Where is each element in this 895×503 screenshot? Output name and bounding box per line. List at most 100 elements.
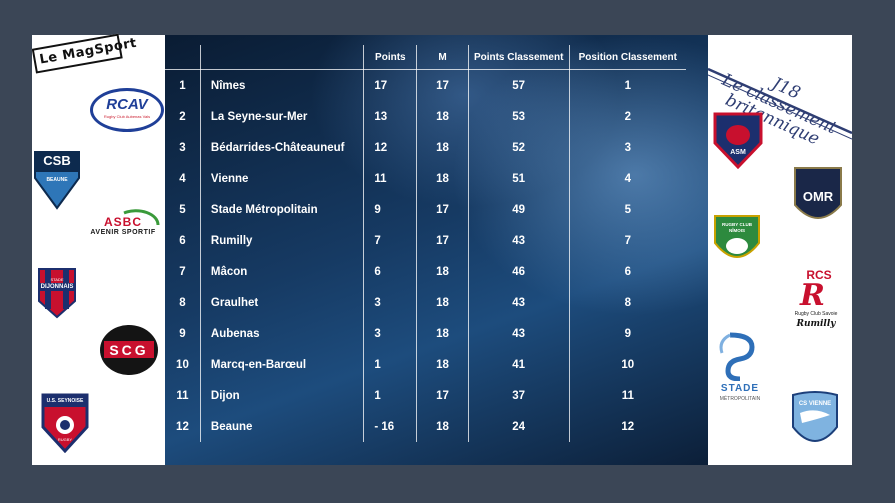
- cell-rank: 10: [165, 349, 201, 380]
- table-row: 8 Graulhet 3 18 43 8: [165, 287, 686, 318]
- cell-team: Marcq-en-Barœul: [200, 349, 365, 380]
- cell-points: 6: [363, 256, 418, 287]
- cell-points-classement: 53: [468, 101, 570, 132]
- asm-shield-icon: [713, 112, 763, 170]
- asbc-swoosh-icon: [123, 209, 160, 226]
- table-row: 10 Marcq-en-Barœul 1 18 41 10: [165, 349, 686, 380]
- csb-shield-icon: [34, 151, 80, 210]
- cell-position-classement: 7: [624, 234, 632, 247]
- cell-points-classement: 43: [468, 225, 570, 256]
- cell-team: Dijon: [200, 380, 365, 411]
- cell-points-classement: 37: [468, 380, 570, 411]
- cell-team: Mâcon: [200, 256, 365, 287]
- cell-team: Rumilly: [200, 225, 365, 256]
- cell-team: Stade Métropolitain: [200, 194, 365, 225]
- table-row: 11 Dijon 1 17 37 11: [165, 380, 686, 411]
- cell-points: 9: [363, 194, 418, 225]
- cell-points: 3: [363, 318, 418, 349]
- cell-position-classement: 12: [621, 420, 635, 433]
- header-matches: M: [416, 45, 469, 70]
- cell-matches: 18: [416, 101, 469, 132]
- cell-position-classement: 10: [621, 358, 635, 371]
- cell-points-classement: 43: [468, 287, 570, 318]
- stade-metropolitain-logo: STADE MÉTROPOLITAIN: [710, 331, 770, 407]
- cell-points: 12: [363, 132, 418, 163]
- cell-position-classement: 2: [624, 110, 632, 123]
- cell-points-classement: 57: [468, 69, 570, 101]
- cell-points-classement: 52: [468, 132, 570, 163]
- table-row: 4 Vienne 11 18 51 4: [165, 163, 686, 194]
- magsport-logo: Le MagSport: [31, 33, 138, 83]
- cell-points-classement: 24: [468, 411, 570, 442]
- asm-logo: ASM: [712, 111, 764, 170]
- cell-matches: 17: [416, 225, 469, 256]
- table-row: 2 La Seyne-sur-Mer 13 18 53 2: [165, 101, 686, 132]
- seynoise-shield-icon: [41, 393, 89, 454]
- cell-position-classement: 8: [624, 296, 632, 309]
- cell-rank: 8: [165, 287, 201, 318]
- table-row: 1 Nîmes 17 17 57 1: [165, 69, 686, 101]
- cell-matches: 18: [416, 318, 469, 349]
- cell-position-classement: 3: [624, 141, 632, 154]
- vienne-shield-icon: [792, 391, 838, 442]
- table-row: 7 Mâcon 6 18 46 6: [165, 256, 686, 287]
- cell-team: Graulhet: [200, 287, 365, 318]
- cell-rank: 4: [165, 163, 201, 194]
- cell-points-classement: 46: [468, 256, 570, 287]
- cell-team: Vienne: [200, 163, 365, 194]
- rugby-club-nimois-logo: RUGBY CLUB NÎMOIS: [712, 213, 762, 269]
- cell-matches: 18: [416, 411, 469, 442]
- cell-rank: 5: [165, 194, 201, 225]
- cell-team: Nîmes: [200, 69, 365, 101]
- left-logo-panel: Le MagSport RCAV Rugby Club Aubenas Vals…: [31, 33, 165, 465]
- header-team: [200, 45, 365, 70]
- rcs-rumilly-logo: RCS R Rugby Club Savoie Rumilly: [794, 268, 838, 329]
- us-seynoise-logo: U.S. SEYNOISE RUGBY: [40, 391, 90, 454]
- cell-points: 3: [363, 287, 418, 318]
- title-banner: J18 Le classement britannique: [708, 35, 852, 155]
- stade-dijonnais-logo: STADE DIJONNAIS: [37, 267, 77, 319]
- table-row: 5 Stade Métropolitain 9 17 49 5: [165, 194, 686, 225]
- cell-rank: 9: [165, 318, 201, 349]
- cell-matches: 18: [416, 163, 469, 194]
- cell-points-classement: 51: [468, 163, 570, 194]
- cell-points: 11: [363, 163, 418, 194]
- cell-position-classement: 1: [624, 79, 632, 92]
- table-row: 6 Rumilly 7 17 43 7: [165, 225, 686, 256]
- cell-rank: 11: [165, 380, 201, 411]
- cell-matches: 18: [416, 287, 469, 318]
- cell-rank: 1: [165, 69, 201, 101]
- rcs-r-glyph: R: [800, 278, 825, 313]
- header-points: Points: [363, 45, 418, 70]
- cell-matches: 17: [416, 380, 469, 411]
- cell-matches: 18: [416, 132, 469, 163]
- header-position-classement: Position Classement: [569, 45, 686, 70]
- table-row: 12 Beaune - 16 18 24 12: [165, 411, 686, 442]
- cell-points: 13: [363, 101, 418, 132]
- cell-points-classement: 43: [468, 318, 570, 349]
- cell-points: 7: [363, 225, 418, 256]
- right-logo-panel: J18 Le classement britannique ASM OMR RU…: [708, 35, 852, 465]
- standings-table: Points M Points Classement Position Clas…: [165, 45, 686, 442]
- standings-board: Points M Points Classement Position Clas…: [165, 35, 708, 465]
- cell-rank: 3: [165, 132, 201, 163]
- stade-s-icon: [719, 332, 755, 381]
- nimes-shield-icon: [714, 215, 760, 258]
- cell-points: 1: [363, 380, 418, 411]
- table-header-row: Points M Points Classement Position Clas…: [165, 45, 686, 70]
- cell-position-classement: 9: [624, 327, 632, 340]
- cell-team: La Seyne-sur-Mer: [200, 101, 365, 132]
- header-rank: [165, 45, 201, 70]
- cell-matches: 18: [416, 349, 469, 380]
- scg-logo: SCG: [100, 325, 158, 375]
- cell-rank: 12: [165, 411, 201, 442]
- csb-beaune-logo: CSB BEAUNE: [33, 150, 81, 210]
- cell-team: Bédarrides-Châteauneuf: [200, 132, 365, 163]
- cell-matches: 17: [416, 194, 469, 225]
- cell-position-classement: 5: [624, 203, 632, 216]
- omr-logo: OMR: [792, 165, 844, 231]
- cell-points-classement: 49: [468, 194, 570, 225]
- cell-rank: 2: [165, 101, 201, 132]
- cell-matches: 17: [416, 69, 469, 101]
- banner-lines-icon: [708, 67, 852, 140]
